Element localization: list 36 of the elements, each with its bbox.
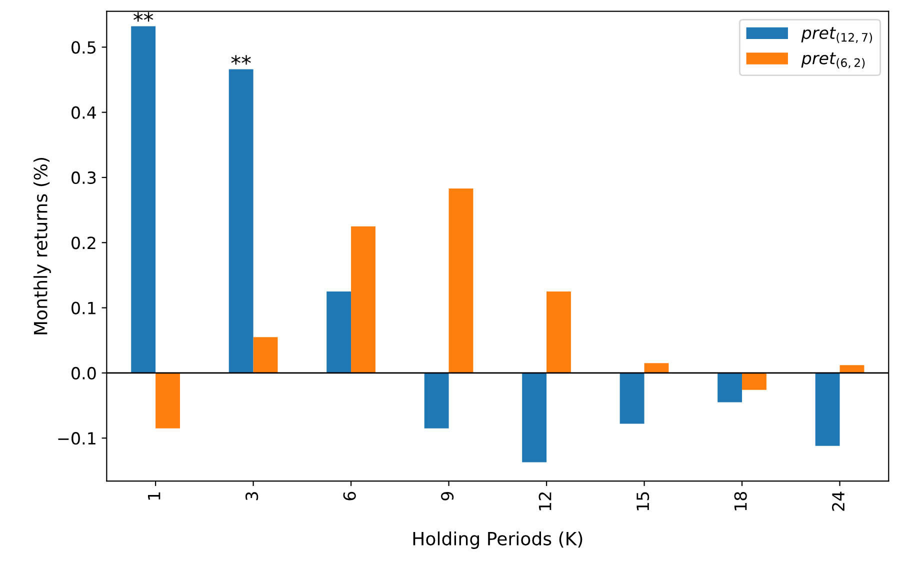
bar (424, 372, 449, 428)
bar (131, 26, 156, 373)
annotation: ** (231, 55, 251, 65)
legend-label: pret$_{(12,7)}$ (801, 27, 872, 44)
bar (351, 226, 376, 373)
bar (718, 372, 742, 402)
legend-label: pret$_{(6,2)}$ (801, 52, 865, 68)
x-tick-label: 6 (343, 492, 356, 500)
bar (546, 291, 571, 373)
y-tick-label: 0.1 (72, 302, 96, 314)
x-tick-label: 24 (832, 492, 844, 511)
x-tick-label: 1 (148, 492, 160, 500)
annotation: ** (134, 12, 154, 22)
x-tick-label: 12 (538, 492, 552, 510)
bar (156, 372, 180, 428)
y-tick-label: 0.4 (72, 106, 96, 119)
bar (522, 372, 547, 462)
x-axis-title: Holding Periods (K) (413, 531, 582, 549)
bar (228, 69, 254, 373)
y-tick-label: 0.5 (72, 41, 96, 54)
y-tick-label: 0.3 (72, 171, 96, 184)
x-tick-label: 3 (246, 492, 258, 500)
y-axis-title: Monthly returns (%) (33, 158, 51, 334)
y-tick-label: 0.2 (72, 236, 96, 250)
bar (253, 337, 278, 373)
bar (326, 291, 352, 373)
x-tick-label: 15 (636, 492, 650, 510)
bar (620, 372, 644, 424)
bar (815, 372, 840, 446)
x-tick-label: 18 (734, 492, 747, 510)
bar (742, 372, 766, 390)
x-tick-label: 9 (441, 492, 454, 500)
bar (644, 363, 669, 373)
text: 0.0 (72, 366, 96, 380)
bar (448, 188, 474, 373)
y-tick-label: −0.1 (58, 432, 96, 445)
